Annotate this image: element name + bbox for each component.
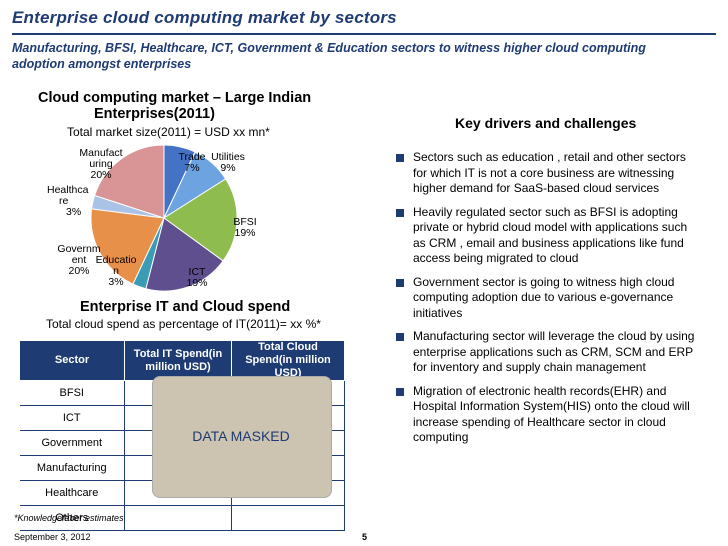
data-masked-box: [152, 376, 332, 498]
drivers-title: Key drivers and challenges: [455, 115, 637, 131]
label-manufacturing-value: 20%: [90, 169, 112, 181]
label-trade-value: 7%: [184, 162, 200, 174]
data-masked-label: DATA MASKED: [192, 428, 290, 444]
label-government: Governm ent 20%: [54, 244, 104, 277]
pie-slice-bfsi: [163, 178, 238, 262]
row-sector: Government: [19, 430, 125, 456]
label-education: Educatio n 3%: [94, 255, 138, 288]
header-cloud-spend: Total Cloud Spend(in million USD): [231, 340, 345, 381]
label-ict-name: ICT: [188, 266, 206, 278]
label-manufacturing-name-1: Manufact: [79, 147, 123, 159]
spend-subtitle: Total cloud spend as percentage of IT(20…: [46, 317, 321, 331]
label-trade-name: Trade: [178, 151, 206, 163]
driver-item-text: Heavily regulated sector such as BFSI is…: [413, 204, 688, 266]
label-healthcare-name-2: re: [59, 195, 69, 207]
pie-slice-manufacturing: [93, 144, 165, 219]
driver-item-text: Migration of electronic health records(E…: [413, 383, 690, 445]
page-number: 5: [362, 532, 368, 542]
driver-item-text: Manufacturing sector will leverage the c…: [413, 329, 695, 374]
page-title: Enterprise cloud computing market by sec…: [12, 8, 397, 27]
pie-slice-ict: [145, 217, 224, 292]
label-utilities: Utilities 9%: [208, 152, 248, 174]
spend-table-header: Sector Total IT Spend(in million USD) To…: [19, 340, 345, 381]
row-sector: ICT: [19, 405, 125, 431]
row-sector: Manufacturing: [19, 455, 125, 481]
label-trade: Trade 7%: [177, 152, 207, 174]
footnote: *Knowledgefaber estimates: [14, 513, 124, 523]
label-government-value: 20%: [68, 265, 90, 277]
table-row: Others: [19, 505, 345, 531]
title-rule: [12, 33, 716, 35]
label-education-name-2: n: [113, 265, 119, 277]
driver-item: Manufacturing sector will leverage the c…: [393, 329, 703, 376]
bullet-square-icon: [396, 387, 404, 396]
label-education-value: 3%: [108, 276, 124, 288]
label-manufacturing: Manufact uring 20%: [76, 148, 126, 181]
bullet-square-icon: [396, 278, 404, 287]
label-ict: ICT 19%: [182, 267, 212, 289]
bullet-square-icon: [396, 154, 404, 162]
pie-subtitle: Total market size(2011) = USD xx mn*: [67, 125, 270, 139]
label-bfsi-value: 19%: [234, 227, 256, 239]
label-bfsi: BFSI 19%: [230, 217, 260, 239]
label-healthcare-name-1: Healthca: [47, 184, 89, 196]
bullet-square-icon: [396, 208, 404, 217]
pie-title-line1: Cloud computing market – Large Indian: [38, 90, 312, 106]
driver-item: Government sector is going to witness hi…: [393, 275, 703, 322]
footer-date: September 3, 2012: [14, 532, 91, 542]
label-ict-value: 19%: [186, 277, 208, 289]
label-utilities-value: 9%: [220, 162, 236, 174]
spend-title: Enterprise IT and Cloud spend: [80, 299, 291, 315]
label-utilities-name: Utilities: [211, 151, 245, 163]
header-it-spend: Total IT Spend(in million USD): [124, 340, 232, 381]
driver-item-text: Government sector is going to witness hi…: [413, 274, 675, 320]
row-sector: Healthcare: [19, 480, 125, 506]
row-sector: BFSI: [19, 380, 125, 406]
label-healthcare-value: 3%: [66, 206, 82, 218]
label-government-name-1: Governm: [57, 243, 101, 255]
label-government-name-2: ent: [71, 254, 87, 266]
row-sector: Others: [19, 505, 125, 531]
label-healthcare: Healthca re 3%: [47, 185, 97, 218]
driver-item: Sectors such as education , retail and o…: [393, 150, 703, 197]
header-sector: Sector: [19, 340, 125, 381]
label-education-name-1: Educatio: [95, 254, 137, 266]
label-bfsi-name: BFSI: [233, 216, 257, 228]
pie-slice-government: [90, 208, 165, 285]
pie-title-line2: Enterprises(2011): [94, 106, 215, 122]
label-manufacturing-name-2: uring: [89, 158, 113, 170]
driver-item-text: Sectors such as education , retail and o…: [413, 150, 686, 195]
bullet-square-icon: [396, 333, 404, 341]
page-subtitle: Manufacturing, BFSI, Healthcare, ICT, Go…: [12, 41, 646, 71]
drivers-list: Sectors such as education , retail and o…: [393, 150, 703, 454]
driver-item: Heavily regulated sector such as BFSI is…: [393, 205, 703, 267]
driver-item: Migration of electronic health records(E…: [393, 384, 703, 446]
